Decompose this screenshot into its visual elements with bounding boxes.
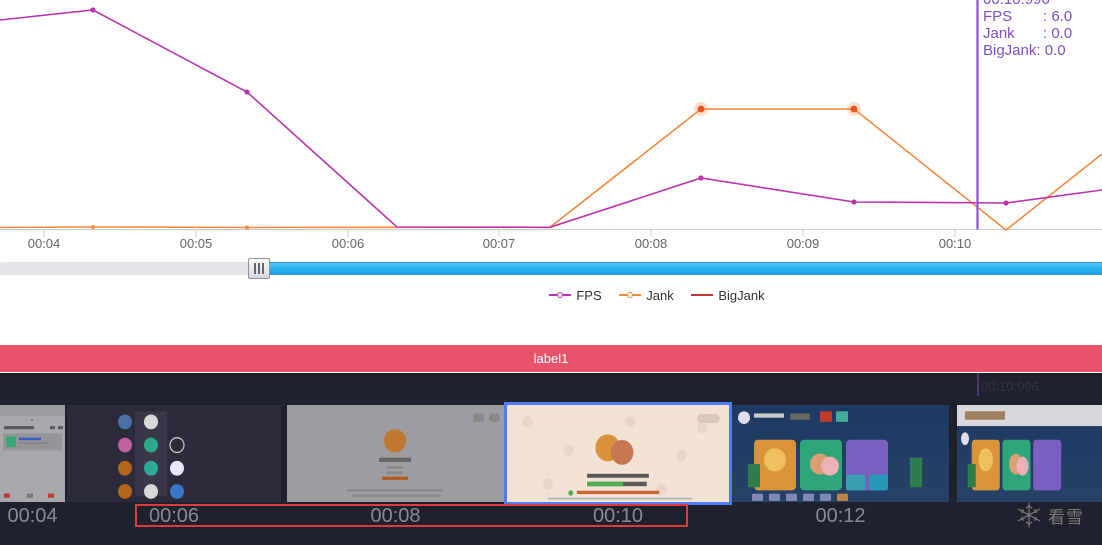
svg-text:BigJank: 0.0: BigJank: 0.0 bbox=[983, 42, 1066, 59]
svg-text:00:10: 00:10 bbox=[939, 236, 972, 250]
svg-text:00:08: 00:08 bbox=[635, 236, 668, 250]
svg-text:: 6.0: : 6.0 bbox=[1043, 8, 1072, 25]
svg-text:00:06: 00:06 bbox=[332, 236, 365, 250]
svg-text:00:07: 00:07 bbox=[483, 236, 516, 250]
svg-text:00:09: 00:09 bbox=[787, 236, 820, 250]
svg-text:FPS: FPS bbox=[983, 8, 1012, 25]
svg-text:00:10:996: 00:10:996 bbox=[983, 0, 1050, 8]
svg-text:00:04: 00:04 bbox=[28, 236, 61, 250]
svg-text:Jank: Jank bbox=[983, 25, 1015, 42]
svg-text:00:05: 00:05 bbox=[180, 236, 213, 250]
svg-text:: 0.0: : 0.0 bbox=[1043, 25, 1072, 42]
